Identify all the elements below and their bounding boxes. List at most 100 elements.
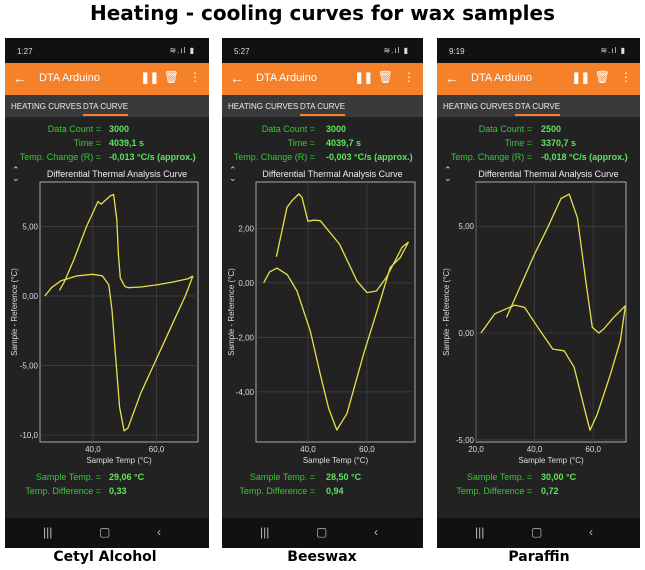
y-axis-label: Sample - Reference (°C) — [442, 268, 451, 356]
sample-temp-label: Sample Temp. = — [35, 472, 101, 482]
chart-title: Differential Thermal Analysis Curve — [262, 169, 403, 179]
heating-curve-line — [480, 304, 627, 431]
cooling-curve-line — [505, 193, 626, 334]
app-toolbar: ← DTA Arduino ❚❚ 🗑 ⋮ — [437, 63, 640, 95]
more-vert-icon[interactable]: ⋮ — [403, 70, 415, 84]
back-arrow-icon[interactable]: ← — [13, 70, 27, 86]
temp-difference-value: 0,72 — [541, 486, 559, 496]
tab-dta-curve[interactable]: DTA CURVE — [300, 102, 346, 116]
time-value: 4039,1 s — [109, 138, 145, 148]
plot-frame — [39, 181, 199, 443]
expand-icon[interactable]: ⌃ ⌄ — [12, 165, 20, 183]
data-count-label: Data Count = — [261, 124, 315, 134]
sample-temp-label: Sample Temp. = — [466, 472, 532, 482]
temp-change-label: Temp. Change (R) = — [450, 152, 532, 162]
expand-icon[interactable]: ⌃ ⌄ — [444, 165, 452, 183]
data-count-value: 3000 — [326, 124, 347, 134]
signal-battery-icon: ≋.ıl ▮ — [169, 46, 195, 55]
temp-change-label: Temp. Change (R) = — [233, 152, 315, 162]
x-tick-label: 60,0 — [585, 445, 601, 454]
heating-curve-line — [44, 273, 194, 432]
temp-difference-label: Temp. Difference = — [239, 486, 315, 496]
data-count-value: 3000 — [109, 124, 130, 134]
y-axis-label: Sample - Reference (°C) — [10, 268, 19, 356]
trash-icon[interactable]: 🗑 — [377, 70, 393, 84]
status-bar: 1:27 ≋.ıl ▮ — [5, 38, 209, 63]
app-title: DTA Arduino — [471, 72, 532, 84]
home-icon[interactable]: ▢ — [99, 525, 111, 539]
back-icon[interactable]: ‹ — [589, 525, 593, 539]
tab-bar: HEATING CURVES DTA CURVE — [437, 95, 640, 117]
sample-temp-label: Sample Temp. = — [249, 472, 315, 482]
x-tick-label: 60,0 — [359, 445, 375, 454]
tab-dta-curve[interactable]: DTA CURVE — [83, 102, 129, 116]
x-tick-label: 40,0 — [85, 445, 101, 454]
more-vert-icon[interactable]: ⋮ — [620, 70, 632, 84]
temp-difference-value: 0,94 — [326, 486, 344, 496]
y-tick-label: 2,00 — [238, 224, 254, 233]
data-count-label: Data Count = — [47, 124, 101, 134]
more-vert-icon[interactable]: ⋮ — [189, 70, 201, 84]
status-bar: 5:27 ≋.ıl ▮ — [222, 38, 423, 63]
time-label: Time = — [73, 138, 101, 148]
time-value: 3370,7 s — [541, 138, 577, 148]
dta-chart: 40,0 60,0 5,00 0,00 -5,00 -10,0 Sample Temp (°… — [10, 181, 199, 465]
y-axis-label: Sample - Reference (°C) — [227, 268, 236, 356]
trash-icon[interactable]: 🗑 — [594, 70, 610, 84]
trash-icon[interactable]: 🗑 — [163, 70, 179, 84]
home-icon[interactable]: ▢ — [316, 525, 328, 539]
time-label: Time = — [287, 138, 315, 148]
signal-battery-icon: ≋.ıl ▮ — [600, 46, 626, 55]
expand-icon[interactable]: ⌃ ⌄ — [229, 165, 237, 183]
pause-icon[interactable]: ❚❚ — [140, 72, 159, 84]
recents-icon[interactable]: ||| — [260, 525, 270, 539]
pause-icon[interactable]: ❚❚ — [571, 72, 590, 84]
y-tick-label: 0,00 — [238, 279, 254, 288]
y-tick-label: 5,00 — [458, 222, 474, 231]
temp-change-value: -0,013 °C/s (approx.) — [109, 152, 196, 162]
recents-icon[interactable]: ||| — [43, 525, 53, 539]
y-tick-label: 5,00 — [22, 222, 38, 231]
sample-temp-value: 29,06 °C — [109, 472, 145, 482]
chart-title: Differential Thermal Analysis Curve — [478, 169, 619, 179]
back-icon[interactable]: ‹ — [157, 525, 161, 539]
phone-screen: 9:19 ≋.ıl ▮ ← DTA Arduino ❚❚ 🗑 ⋮ HEATING… — [437, 38, 640, 548]
status-time: 1:27 — [17, 47, 33, 56]
temp-change-value: -0,003 °C/s (approx.) — [326, 152, 413, 162]
back-icon[interactable]: ‹ — [374, 525, 378, 539]
phone-screen: 1:27 ≋.ıl ▮ ← DTA Arduino ❚❚ 🗑 ⋮ HEATING… — [5, 38, 209, 548]
temp-difference-value: 0,33 — [109, 486, 127, 496]
tab-bar: HEATING CURVES DTA CURVE — [5, 95, 209, 117]
y-tick-label: -5,00 — [20, 362, 39, 371]
android-nav-bar: ||| ▢ ‹ — [5, 518, 209, 548]
data-count-label: Data Count = — [478, 124, 532, 134]
tab-heating-curves[interactable]: HEATING CURVES — [443, 102, 514, 111]
tab-heating-curves[interactable]: HEATING CURVES — [11, 102, 82, 111]
back-arrow-icon[interactable]: ← — [445, 70, 459, 86]
x-axis-label: Sample Temp (°C) — [518, 456, 584, 465]
app-toolbar: ← DTA Arduino ❚❚ 🗑 ⋮ — [5, 63, 209, 95]
tab-dta-curve[interactable]: DTA CURVE — [515, 102, 561, 116]
x-tick-label: 20,0 — [468, 445, 484, 454]
y-tick-label: -5,00 — [456, 436, 475, 445]
pause-icon[interactable]: ❚❚ — [354, 72, 373, 84]
app-toolbar: ← DTA Arduino ❚❚ 🗑 ⋮ — [222, 63, 423, 95]
home-icon[interactable]: ▢ — [531, 525, 543, 539]
temp-change-value: -0,018 °C/s (approx.) — [541, 152, 628, 162]
back-arrow-icon[interactable]: ← — [230, 70, 244, 86]
data-count-value: 2500 — [541, 124, 562, 134]
tab-heating-curves[interactable]: HEATING CURVES — [228, 102, 299, 111]
recents-icon[interactable]: ||| — [475, 525, 485, 539]
dta-chart: 40,0 60,0 2,00 0,00 -2,00 -4,00 Sample Temp (°… — [227, 181, 416, 465]
time-label: Time = — [504, 138, 532, 148]
status-time: 5:27 — [234, 47, 250, 56]
phone-screen: 5:27 ≋.ıl ▮ ← DTA Arduino ❚❚ 🗑 ⋮ HEATING… — [222, 38, 423, 548]
x-tick-label: 40,0 — [527, 445, 543, 454]
tab-bar: HEATING CURVES DTA CURVE — [222, 95, 423, 117]
y-tick-label: -4,00 — [236, 388, 255, 397]
y-tick-label: 0,00 — [22, 292, 38, 301]
x-axis-label: Sample Temp (°C) — [86, 456, 152, 465]
x-tick-label: 40,0 — [300, 445, 316, 454]
status-bar: 9:19 ≋.ıl ▮ — [437, 38, 640, 63]
x-axis-label: Sample Temp (°C) — [303, 456, 369, 465]
